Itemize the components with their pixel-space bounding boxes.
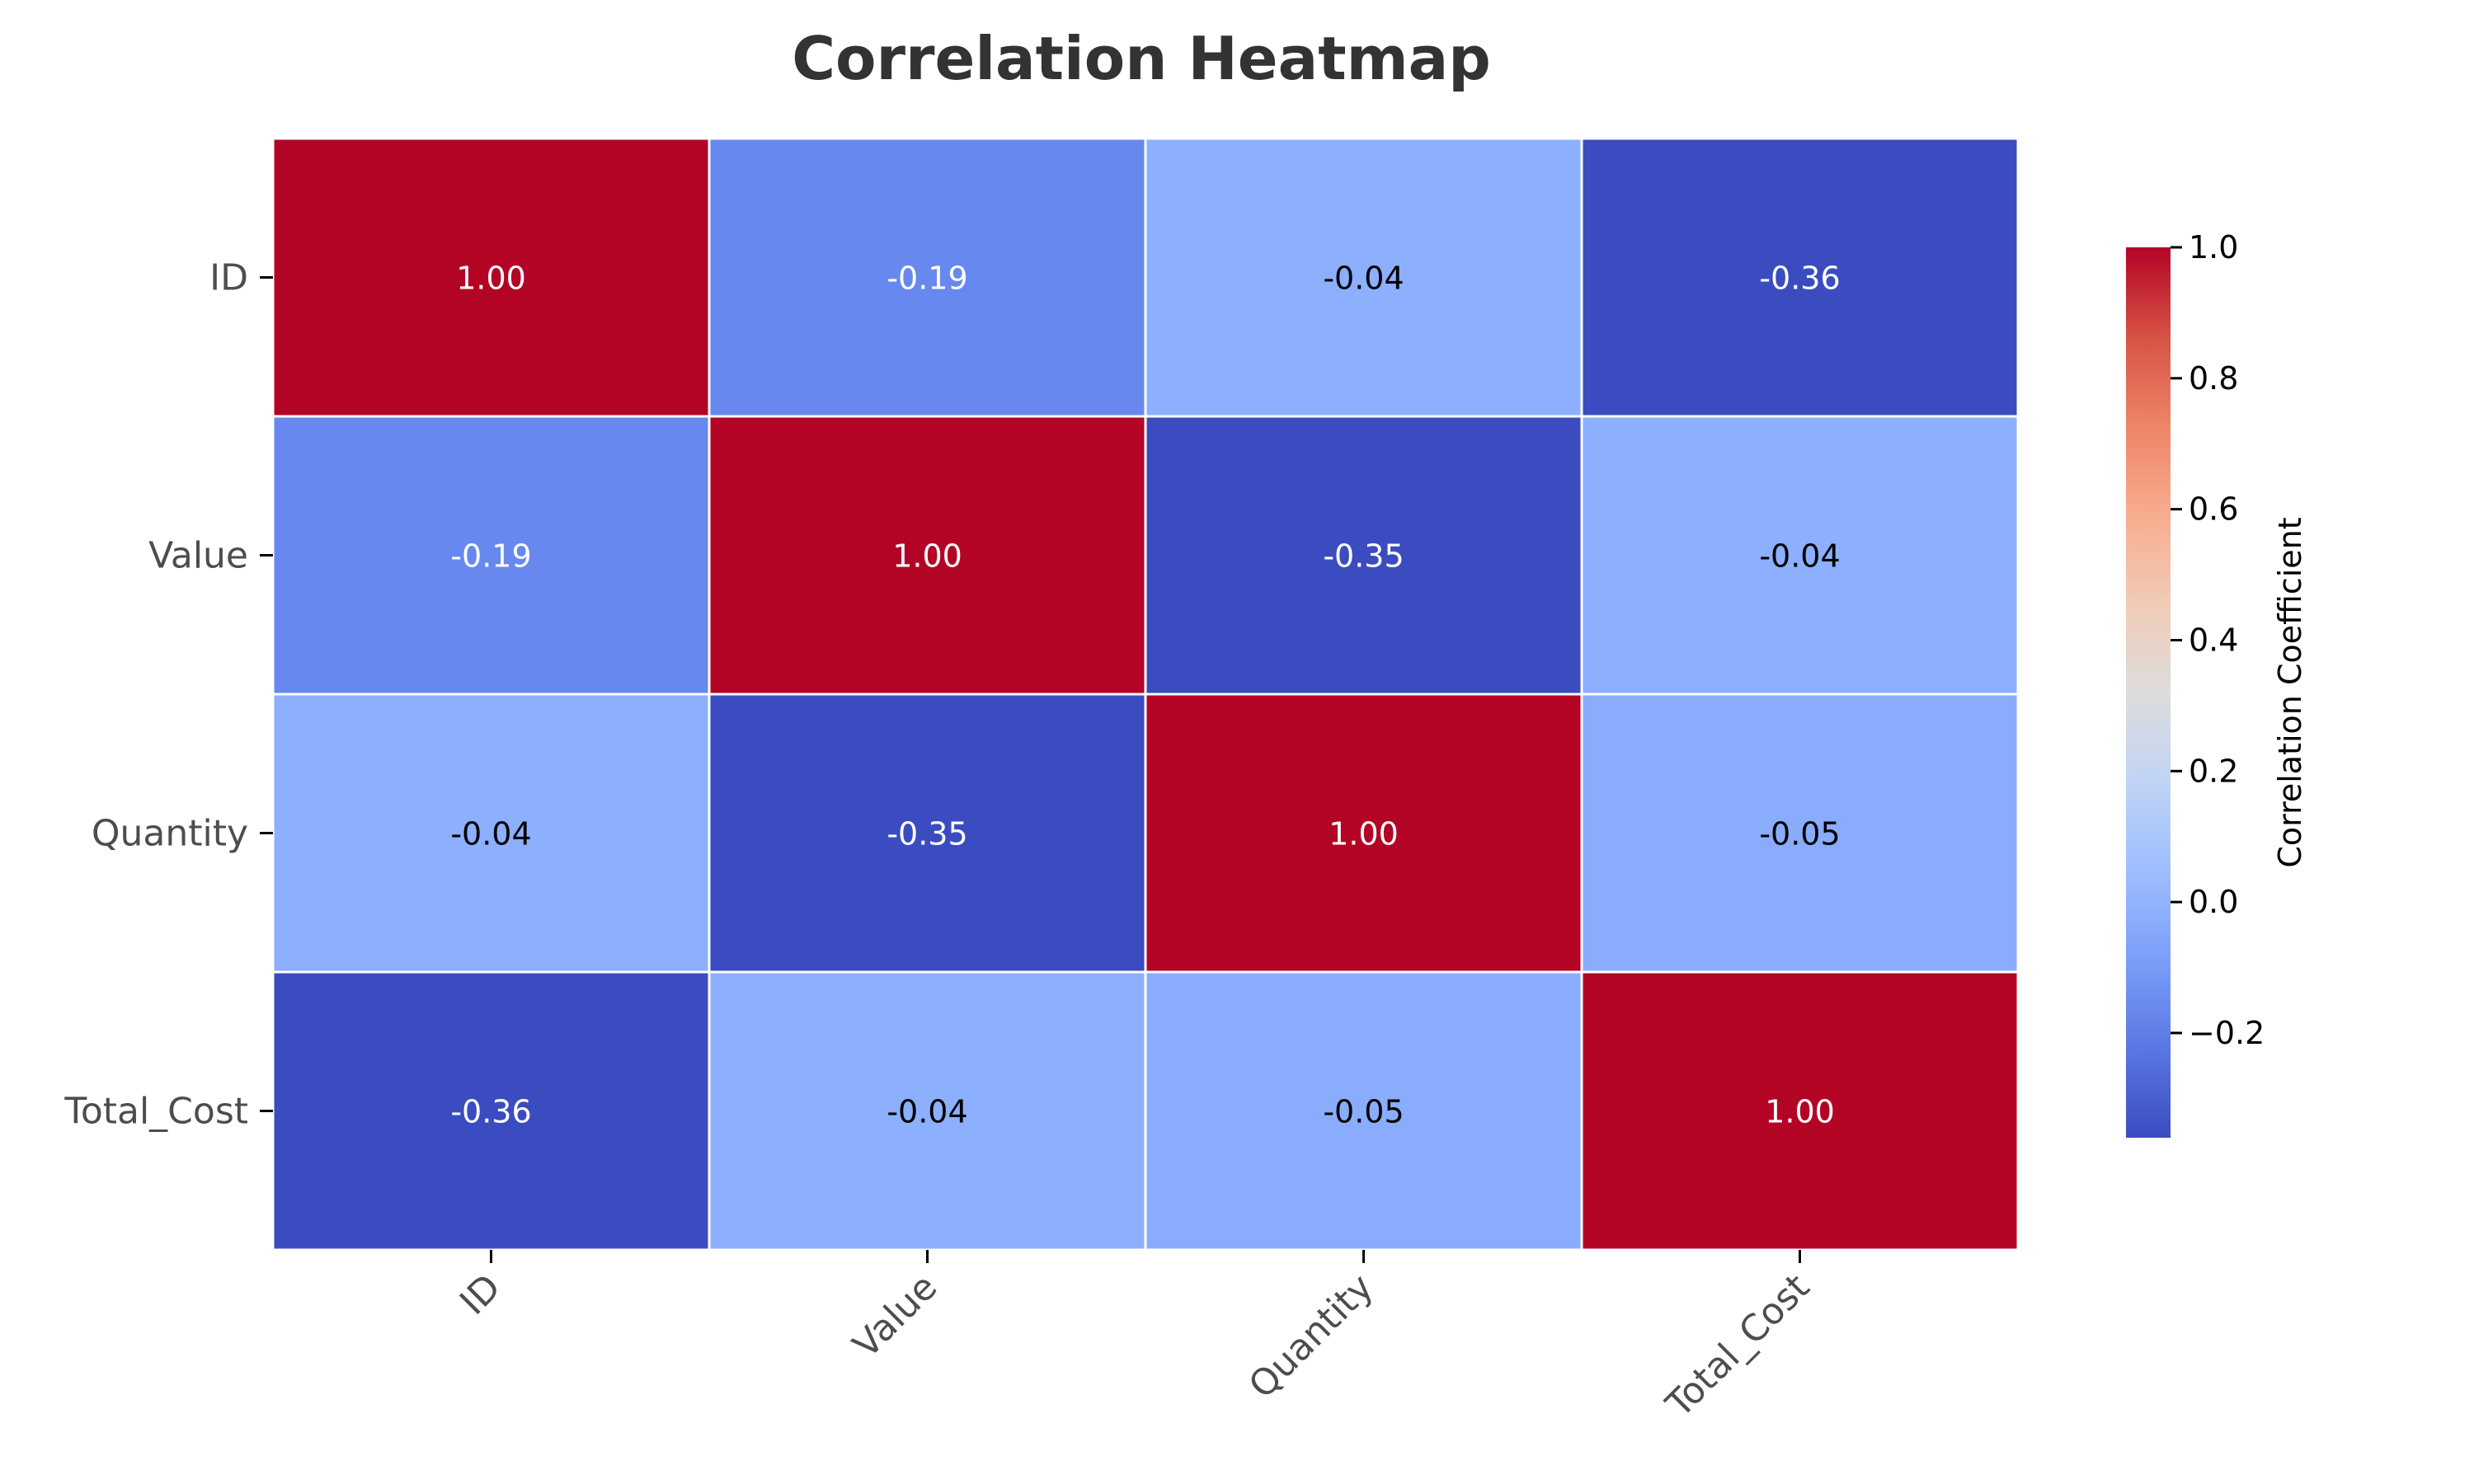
colorbar-tick-label: 0.4: [2189, 622, 2238, 658]
heatmap-cell-id-total-cost: [1580, 137, 2020, 418]
chart-title: Correlation Heatmap: [792, 24, 1491, 93]
cell-value-label: -0.35: [1323, 538, 1404, 575]
heatmap-cell-total-cost-quantity: [1144, 970, 1583, 1252]
cell-value-label: 1.00: [1329, 816, 1399, 852]
cell-value-label: -0.19: [887, 261, 967, 297]
heatmap-cell-id-id: [271, 137, 711, 418]
heatmap-cell-quantity-value: [708, 693, 1147, 974]
cell-value-label: 1.00: [892, 538, 962, 575]
heatmap-cell-value-value: [708, 415, 1147, 696]
y-tick-label-total-cost: Total_Cost: [63, 1091, 248, 1133]
colorbar-tick-label: −0.2: [2189, 1015, 2265, 1051]
cell-value-label: -0.04: [887, 1094, 967, 1130]
cell-value-label: 1.00: [1765, 1094, 1835, 1130]
cell-value-label: -0.04: [1759, 538, 1840, 575]
x-tick-label-value: Value: [845, 1266, 946, 1367]
y-tick-label-value: Value: [148, 535, 248, 577]
x-tick-label-id: ID: [452, 1266, 509, 1323]
cell-value-label: -0.05: [1323, 1094, 1404, 1130]
cell-value-label: 1.00: [456, 261, 526, 297]
heatmap-cell-id-quantity: [1144, 137, 1583, 418]
cell-value-label: -0.19: [450, 538, 531, 575]
heatmap-cell-id-value: [708, 137, 1147, 418]
heatmap-cell-value-id: [271, 415, 711, 696]
heatmap-cell-total-cost-id: [271, 970, 711, 1252]
cell-value-label: -0.04: [450, 816, 531, 852]
heatmap-cell-labels: 1.00 -0.19 -0.04 -0.36 -0.19 1.00 -0.35 -0.04 -0…: [450, 261, 1840, 1130]
heatmap-cell-total-cost-value: [708, 970, 1147, 1252]
colorbar-tick-label: 0.8: [2189, 360, 2238, 397]
x-tick-label-total-cost: Total_Cost: [1658, 1266, 1818, 1426]
cell-value-label: -0.05: [1759, 816, 1840, 852]
colorbar-tick-label: 0.0: [2189, 884, 2238, 920]
colorbar: −0.2 0.0 0.2 0.4 0.6 0.8 1.0 Correlation Coeff…: [2126, 229, 2308, 1138]
colorbar-tick-label: 0.6: [2189, 491, 2238, 528]
y-tick-label-id: ID: [209, 257, 248, 299]
cell-value-label: -0.36: [1759, 261, 1840, 297]
colorbar-ticks: −0.2 0.0 0.2 0.4 0.6 0.8 1.0: [2171, 229, 2265, 1051]
cell-value-label: -0.04: [1323, 261, 1404, 297]
colorbar-tick-label: 1.0: [2189, 229, 2238, 265]
heatmap-cells: [271, 137, 2020, 1252]
cell-value-label: -0.36: [450, 1094, 531, 1130]
colorbar-label: Correlation Coefficient: [2272, 517, 2308, 867]
y-tick-label-quantity: Quantity: [92, 813, 248, 855]
cell-value-label: -0.35: [887, 816, 967, 852]
x-axis: ID Value Quantity Total_Cost: [452, 1250, 1818, 1426]
heatmap-cell-value-total-cost: [1580, 415, 2020, 696]
y-axis: ID Value Quantity Total_Cost: [63, 257, 273, 1133]
heatmap-cell-quantity-total-cost: [1580, 693, 2020, 974]
heatmap-cell-total-cost-total-cost: [1580, 970, 2020, 1252]
colorbar-tick-label: 0.2: [2189, 753, 2238, 789]
colorbar-gradient: [2126, 247, 2171, 1138]
x-tick-label-quantity: Quantity: [1241, 1266, 1382, 1407]
